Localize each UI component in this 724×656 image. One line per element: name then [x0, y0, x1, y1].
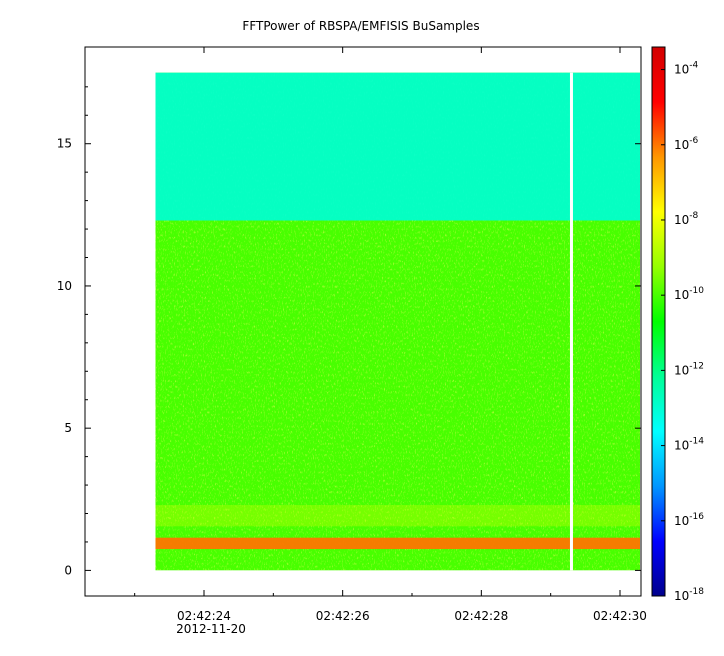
- x-tick-label: 02:42:30: [593, 609, 647, 623]
- spectrogram-heatmap: [155, 72, 640, 571]
- y-axis: 0 5 10 15: [57, 86, 641, 577]
- y-tick-label: 10: [57, 279, 72, 293]
- chart-title: FFTPower of RBSPA/EMFISIS BuSamples: [242, 19, 479, 33]
- colorbar-tick-label: 10-4: [674, 61, 699, 77]
- colorbar-tick-label: 10-18: [674, 587, 704, 603]
- colorbar-scale: [651, 46, 666, 597]
- x-date-label: 2012-11-20: [176, 622, 246, 636]
- x-tick-label: 02:42:26: [316, 609, 370, 623]
- colorbar-tick-label: 10-16: [674, 512, 704, 528]
- colorbar-tick-label: 10-8: [674, 211, 699, 227]
- x-axis: 02:42:24 02:42:26 02:42:28 02:42:30: [134, 47, 647, 623]
- colorbar: 10-4 10-6 10-8 10-10 10-12 10-14 10-16 10-18: [651, 46, 704, 603]
- heatmap-data-gap: [569, 72, 573, 571]
- x-tick-label: 02:42:28: [454, 609, 508, 623]
- colorbar-tick-label: 10-10: [674, 286, 704, 302]
- y-tick-label: 5: [64, 421, 72, 435]
- x-tick-label: 02:42:24: [177, 609, 231, 623]
- heatmap-upper-band: [155, 72, 640, 221]
- plot-frame: [84, 46, 642, 597]
- colorbar-tick-label: 10-14: [674, 437, 704, 453]
- heatmap-band-0: [155, 537, 640, 550]
- heatmap-band-1: [155, 504, 640, 527]
- colorbar-ticks: 10-4 10-6 10-8 10-10 10-12 10-14 10-16 10-18: [661, 61, 704, 603]
- colorbar-tick-label: 10-12: [674, 361, 704, 377]
- y-tick-label: 15: [57, 137, 72, 151]
- y-tick-label: 0: [64, 563, 72, 577]
- colorbar-tick-label: 10-6: [674, 136, 699, 152]
